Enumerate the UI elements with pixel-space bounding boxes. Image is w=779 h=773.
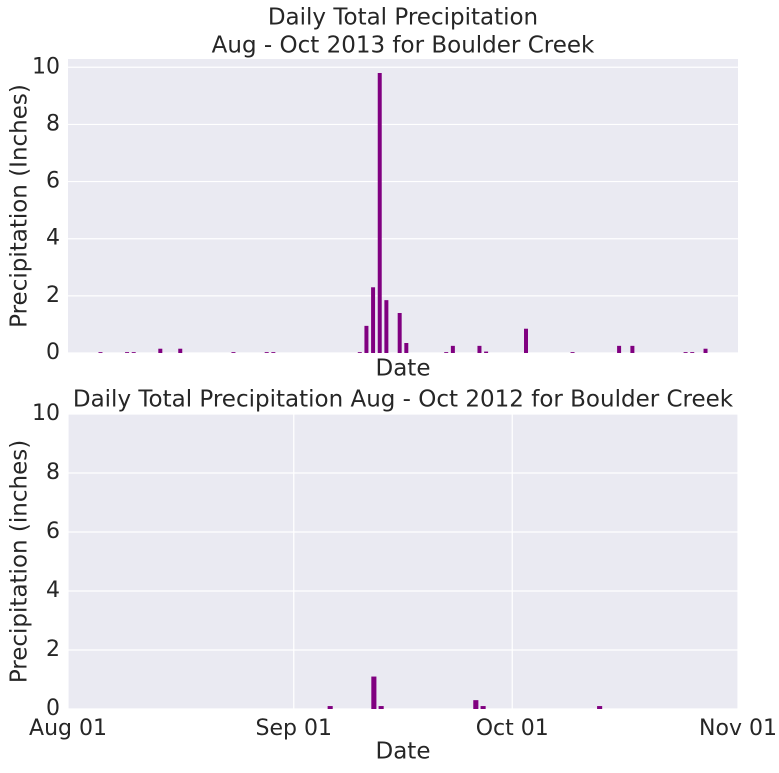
x-axis-label: Date (376, 356, 431, 382)
bar (364, 325, 369, 353)
x-tick-label: Aug 01 (29, 716, 107, 741)
chart-subtitle: Aug - Oct 2013 for Boulder Creek (212, 33, 595, 59)
y-tick-label: 2 (46, 283, 60, 308)
bar (131, 352, 136, 353)
bar (630, 345, 635, 353)
bar (231, 352, 236, 353)
bar (384, 300, 389, 353)
bar (371, 287, 376, 353)
bar (158, 348, 163, 353)
y-tick-label: 6 (46, 169, 60, 194)
bar (703, 348, 708, 353)
bar (597, 706, 603, 709)
chart-title: Daily Total Precipitation Aug - Oct 2012… (73, 387, 734, 413)
bar (484, 351, 489, 353)
bar (444, 352, 449, 353)
plot-area (68, 414, 738, 709)
y-tick-label: 10 (32, 401, 60, 426)
bar (397, 313, 402, 353)
y-tick-label: 0 (46, 340, 60, 365)
x-tick-label: Oct 01 (476, 716, 549, 741)
y-tick-label: 4 (46, 226, 60, 251)
bar (357, 352, 362, 353)
y-axis-label: Precipitation (inches) (7, 440, 33, 683)
bar (473, 700, 479, 709)
bar (377, 73, 382, 353)
bar (477, 345, 482, 353)
bar (690, 352, 695, 353)
bar (125, 352, 130, 353)
chart-title: Daily Total Precipitation (268, 5, 538, 31)
y-tick-label: 2 (46, 637, 60, 662)
bar (264, 352, 269, 353)
y-tick-label: 6 (46, 519, 60, 544)
y-tick-label: 0 (46, 696, 60, 721)
bar (98, 352, 103, 353)
bar (327, 706, 333, 709)
y-tick-label: 10 (32, 54, 60, 79)
bar (404, 343, 409, 353)
bar (683, 352, 688, 353)
y-tick-label: 8 (46, 111, 60, 136)
bar (450, 345, 455, 353)
x-tick-label: Nov 01 (699, 716, 777, 741)
plot-area (68, 59, 738, 353)
bar (524, 328, 529, 353)
x-axis-label: Date (376, 739, 431, 765)
bar (178, 348, 183, 353)
bar (617, 345, 622, 353)
bar (378, 706, 384, 709)
bar (480, 706, 486, 709)
y-tick-label: 8 (46, 460, 60, 485)
x-tick-label: Sep 01 (256, 716, 332, 741)
y-axis-label: Precipitation (Inches) (7, 84, 33, 328)
bar (371, 676, 377, 709)
bar (271, 352, 276, 353)
bar (570, 352, 575, 353)
y-tick-label: 4 (46, 578, 60, 603)
